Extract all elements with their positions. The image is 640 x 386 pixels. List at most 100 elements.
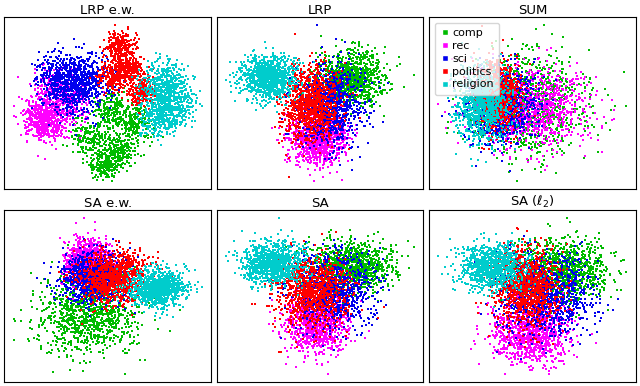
Point (328, 116, 338, 122)
Point (75, 269, 85, 275)
Point (75, 313, 85, 320)
Point (488, 117, 499, 124)
Point (280, 259, 290, 266)
Point (525, 279, 535, 286)
Point (480, 87, 490, 93)
Point (349, 267, 359, 273)
Point (319, 282, 329, 288)
Point (511, 310, 521, 316)
Point (578, 276, 588, 282)
Point (523, 278, 533, 284)
Point (154, 137, 164, 143)
Point (322, 113, 332, 119)
Point (99, 284, 109, 291)
Point (95, 291, 105, 297)
Point (252, 246, 262, 252)
Point (532, 304, 542, 310)
Point (552, 264, 562, 271)
Point (157, 72, 167, 78)
Point (328, 74, 339, 80)
Point (487, 118, 497, 124)
Point (488, 137, 498, 143)
Point (65, 266, 75, 272)
Point (49, 86, 60, 93)
Point (90, 142, 100, 148)
Point (303, 115, 314, 122)
Point (484, 96, 494, 102)
Point (367, 85, 378, 91)
Point (305, 269, 316, 275)
Point (470, 245, 480, 251)
Point (357, 78, 367, 84)
Point (166, 121, 176, 127)
Point (309, 301, 319, 307)
Point (338, 127, 348, 133)
Point (102, 295, 113, 301)
Point (301, 117, 311, 124)
Point (535, 293, 545, 299)
Point (292, 271, 303, 278)
Point (365, 262, 376, 268)
Point (304, 100, 314, 107)
Point (516, 85, 526, 91)
Point (111, 325, 122, 331)
Point (451, 115, 461, 121)
Point (328, 115, 338, 122)
Point (289, 331, 300, 337)
Point (82, 269, 92, 275)
Point (166, 296, 177, 303)
Point (100, 306, 110, 312)
Point (514, 272, 524, 278)
Point (39, 276, 49, 282)
Point (541, 323, 552, 330)
Point (119, 149, 129, 155)
Point (317, 108, 328, 114)
Point (483, 135, 493, 142)
Point (68, 273, 79, 279)
Point (261, 273, 271, 279)
Point (61, 81, 72, 87)
Point (115, 44, 125, 50)
Point (86, 295, 97, 301)
Point (49, 320, 59, 326)
Point (566, 90, 577, 96)
Point (350, 75, 360, 81)
Point (90, 227, 100, 233)
Point (124, 127, 134, 134)
Point (75, 267, 85, 274)
Point (291, 288, 301, 294)
Point (515, 263, 525, 269)
Point (143, 254, 153, 261)
Point (273, 60, 284, 66)
Point (495, 105, 505, 111)
Point (65, 252, 75, 258)
Point (492, 74, 502, 80)
Point (470, 276, 480, 282)
Point (346, 238, 356, 244)
Point (515, 306, 525, 312)
Point (76, 270, 86, 276)
Point (81, 254, 91, 260)
Point (332, 250, 342, 256)
Point (106, 144, 116, 150)
Point (360, 264, 371, 270)
Point (94, 286, 104, 292)
Point (484, 81, 495, 87)
Point (516, 275, 527, 281)
Point (280, 135, 291, 141)
Point (328, 139, 339, 145)
Point (534, 288, 545, 294)
Point (328, 327, 338, 334)
Point (77, 285, 88, 291)
Point (315, 313, 325, 319)
Point (156, 294, 166, 300)
Point (119, 69, 129, 75)
Point (497, 271, 508, 278)
Point (96, 254, 106, 261)
Point (306, 120, 316, 127)
Point (534, 305, 545, 311)
Point (488, 308, 499, 315)
Point (60, 261, 70, 267)
Point (306, 273, 316, 279)
Point (285, 264, 296, 271)
